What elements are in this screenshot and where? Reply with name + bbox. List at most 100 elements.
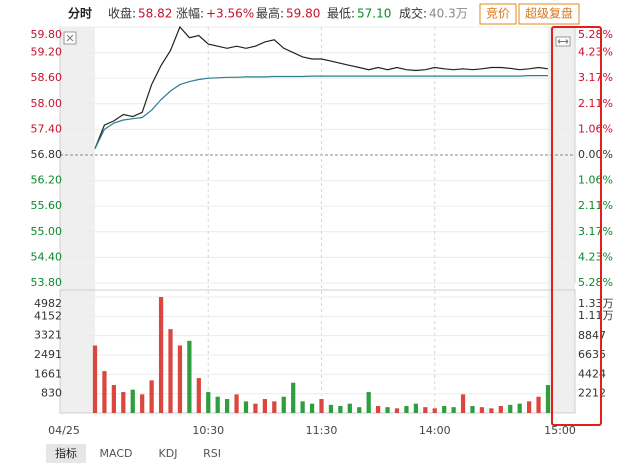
volume-bar [498,406,503,413]
volume-bar [357,407,362,413]
volume-bar [130,389,135,413]
volume-bar [206,392,211,413]
x-tick-label: 15:00 [544,424,576,437]
y-tick-label: 55.00 [31,225,63,238]
volume-bar [413,403,418,413]
button[interactable]: 超级复盘 [525,6,573,21]
tab[interactable]: MACD [100,447,133,460]
volume-bar [234,394,239,413]
avg-price-line [94,75,548,149]
volume-bar [404,406,409,413]
volume-bar [225,399,230,413]
button[interactable]: 竞价 [486,7,510,21]
header-label: 最高: [256,6,284,21]
y-tick-label: 53.80 [31,276,63,289]
y-tick-label: 58.60 [31,71,63,84]
volume-bar [243,401,249,413]
tab[interactable]: 指标 [55,446,77,460]
y2-tick-label: 4424 [578,367,606,380]
y2-tick-label: 1.33万 [578,297,614,310]
x-tick-label: 04/25 [48,424,80,437]
x-tick-label: 10:30 [192,424,224,437]
header-items: 收盘: 58.82 涨幅: +3.56% 最高: 59.80 最低: 57.10 成交: 40.3… [108,6,468,21]
y2-tick-label: 2.11% [578,199,613,212]
volume-bar [432,408,437,413]
y-tick-label: 59.20 [31,46,63,59]
volume-bar [423,407,428,413]
volume-bar [291,382,296,413]
y2-tick-label: 2.11% [578,97,613,110]
header-label: 涨幅: [176,6,204,21]
volume-bar [215,396,220,413]
tab[interactable]: RSI [203,447,221,460]
auction-zone [60,27,95,413]
volume-bar [158,297,164,413]
y-tick-label: 54.40 [31,250,63,263]
y-tick-label: 4152 [34,309,62,322]
y2-tick-label: 4.23% [578,45,613,58]
x-tick-label: 14:00 [419,424,451,437]
y2-tick-label: 2212 [578,387,606,400]
volume-bar [177,345,183,413]
close-icon[interactable] [66,34,74,42]
volume-bar [451,407,456,413]
volume-bar [385,407,390,413]
y-tick-label: 59.80 [31,28,63,41]
volume-bar [338,406,343,413]
volume-bar [168,329,173,413]
y2-tick-label: 5.28% [578,28,613,41]
y-tick-label: 57.40 [31,122,63,135]
button-frame[interactable] [479,3,517,25]
volume-bar [489,408,494,413]
y-tick-label: 1661 [34,367,62,380]
y2-tick-label: 4.23% [578,251,613,264]
volume-frame [59,289,576,414]
volume-bar [394,408,400,413]
volume-bar [366,392,371,413]
header-label: 成交: [399,6,427,21]
header-value: 59.80 [286,7,320,21]
y2-tick-label: 3.17% [578,225,613,238]
volume-bar [187,340,192,413]
volume-bar [545,385,551,413]
y2-tick-label: 0.00% [578,148,613,161]
volume-bar [111,385,116,413]
volume-bar [508,404,513,413]
y-tick-label: 55.60 [31,199,63,212]
volume-bar [92,345,98,413]
volume-bar [527,401,532,413]
volume-bar [470,406,475,413]
volume-bar [442,406,447,413]
tab[interactable]: KDJ [159,447,178,460]
y2-tick-label: 3.17% [578,71,613,84]
y-tick-label: 56.80 [31,148,63,161]
price-line [94,25,549,149]
header-title: 分时 [68,6,92,21]
volume-bar [121,392,126,413]
volume-bar [517,403,522,413]
y2-tick-label: 8847 [578,329,606,342]
tab-active[interactable] [46,444,86,463]
volume-bar [319,399,324,413]
button-frame[interactable] [518,3,580,25]
volume-bar [536,396,541,413]
volume-bar [309,403,315,413]
volume-bar [328,404,334,413]
volume-bar [272,401,277,413]
y-tick-label: 830 [41,387,62,400]
expand-icon[interactable] [557,39,569,44]
header-label: 最低: [327,7,355,21]
volume-bar [149,380,154,413]
y2-tick-label: 1.06% [578,122,613,135]
highlight-box [551,26,602,426]
volume-bar [102,371,107,413]
volume-bar [300,401,305,413]
y2-tick-label: 1.06% [578,174,613,187]
volume-bar [479,407,485,413]
volume-bar [253,403,258,413]
volume-bar [281,396,286,413]
y2-tick-label: 5.28% [578,276,613,289]
plot: 53.80 54.40 55.00 55.60 56.20 56.80 57.40 58.00… [31,25,614,437]
y-tick-label: 3321 [34,329,62,342]
